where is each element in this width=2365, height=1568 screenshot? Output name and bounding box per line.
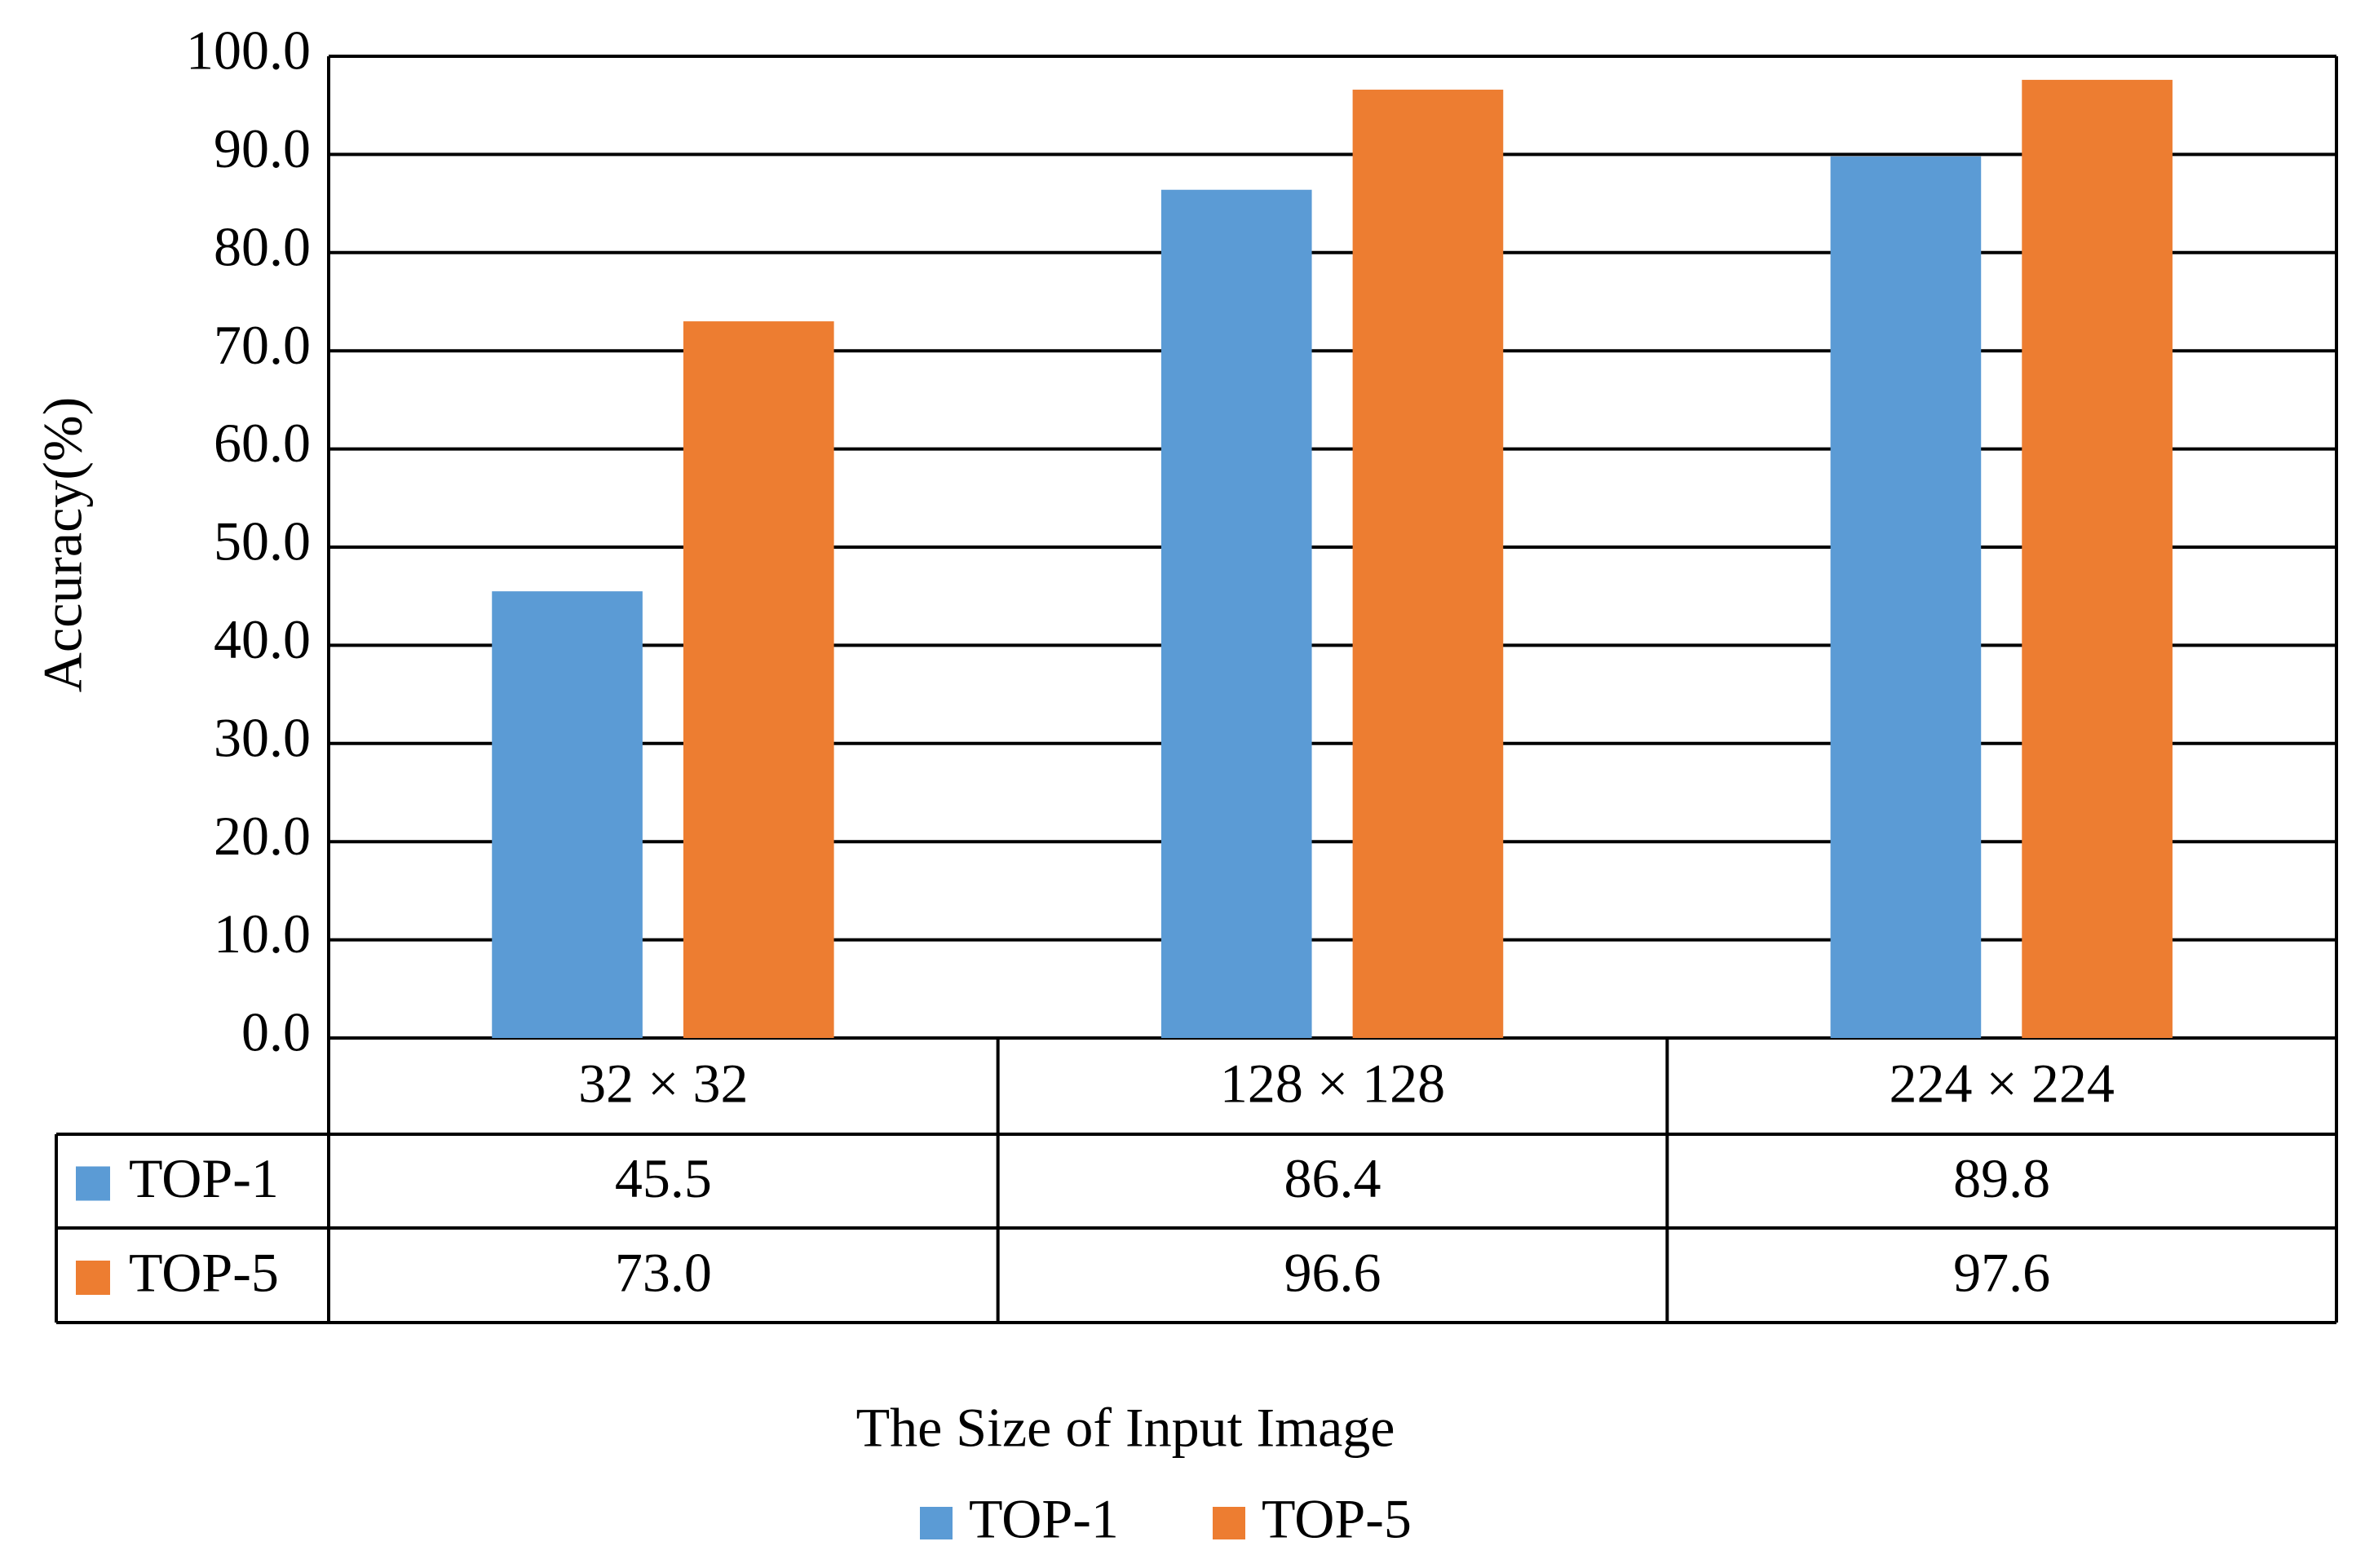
y-tick-label: 10.0 xyxy=(214,903,311,965)
y-tick-label: 20.0 xyxy=(214,805,311,867)
table-value: 73.0 xyxy=(615,1242,712,1304)
y-tick-label: 30.0 xyxy=(214,706,311,768)
bar xyxy=(683,321,834,1039)
y-tick-label: 40.0 xyxy=(214,608,311,670)
legend-label: TOP-1 xyxy=(969,1488,1119,1550)
x-tick-label: 128 × 128 xyxy=(1220,1053,1445,1115)
y-tick-label: 80.0 xyxy=(214,215,311,277)
table-value: 97.6 xyxy=(1953,1242,2050,1304)
y-tick-label: 100.0 xyxy=(186,20,311,82)
legend-swatch xyxy=(1213,1507,1245,1539)
table-value: 86.4 xyxy=(1284,1147,1381,1209)
legend-swatch xyxy=(76,1261,110,1295)
y-tick-label: 50.0 xyxy=(214,510,311,572)
table-value: 45.5 xyxy=(615,1147,712,1209)
y-tick-label: 60.0 xyxy=(214,412,311,474)
y-tick-label: 90.0 xyxy=(214,117,311,179)
bar xyxy=(1352,89,1504,1038)
legend-label: TOP-5 xyxy=(1262,1488,1412,1550)
y-tick-label: 70.0 xyxy=(214,314,311,376)
x-axis-title: The Size of Input Image xyxy=(856,1397,1395,1459)
table-row-label: TOP-5 xyxy=(129,1242,279,1304)
y-axis-title: Accuracy(%) xyxy=(32,397,94,692)
bar xyxy=(2022,79,2173,1038)
x-tick-label: 32 × 32 xyxy=(578,1053,748,1115)
bar xyxy=(1830,156,1982,1039)
y-tick-label: 0.0 xyxy=(241,1001,311,1063)
x-tick-label: 224 × 224 xyxy=(1889,1053,2114,1115)
table-value: 96.6 xyxy=(1284,1242,1381,1304)
legend-swatch xyxy=(76,1166,110,1201)
legend-swatch xyxy=(920,1507,953,1539)
bar xyxy=(1160,189,1312,1038)
table-value: 89.8 xyxy=(1953,1147,2050,1209)
bar xyxy=(492,591,643,1038)
table-row-label: TOP-1 xyxy=(129,1147,279,1209)
